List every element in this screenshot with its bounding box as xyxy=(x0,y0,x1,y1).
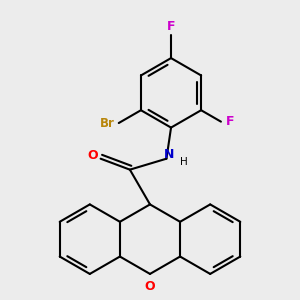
Text: Br: Br xyxy=(100,116,115,130)
Text: F: F xyxy=(226,115,234,128)
Text: O: O xyxy=(87,148,98,161)
Text: H: H xyxy=(180,157,188,167)
Text: O: O xyxy=(145,280,155,293)
Text: F: F xyxy=(167,20,175,34)
Text: N: N xyxy=(164,148,174,160)
